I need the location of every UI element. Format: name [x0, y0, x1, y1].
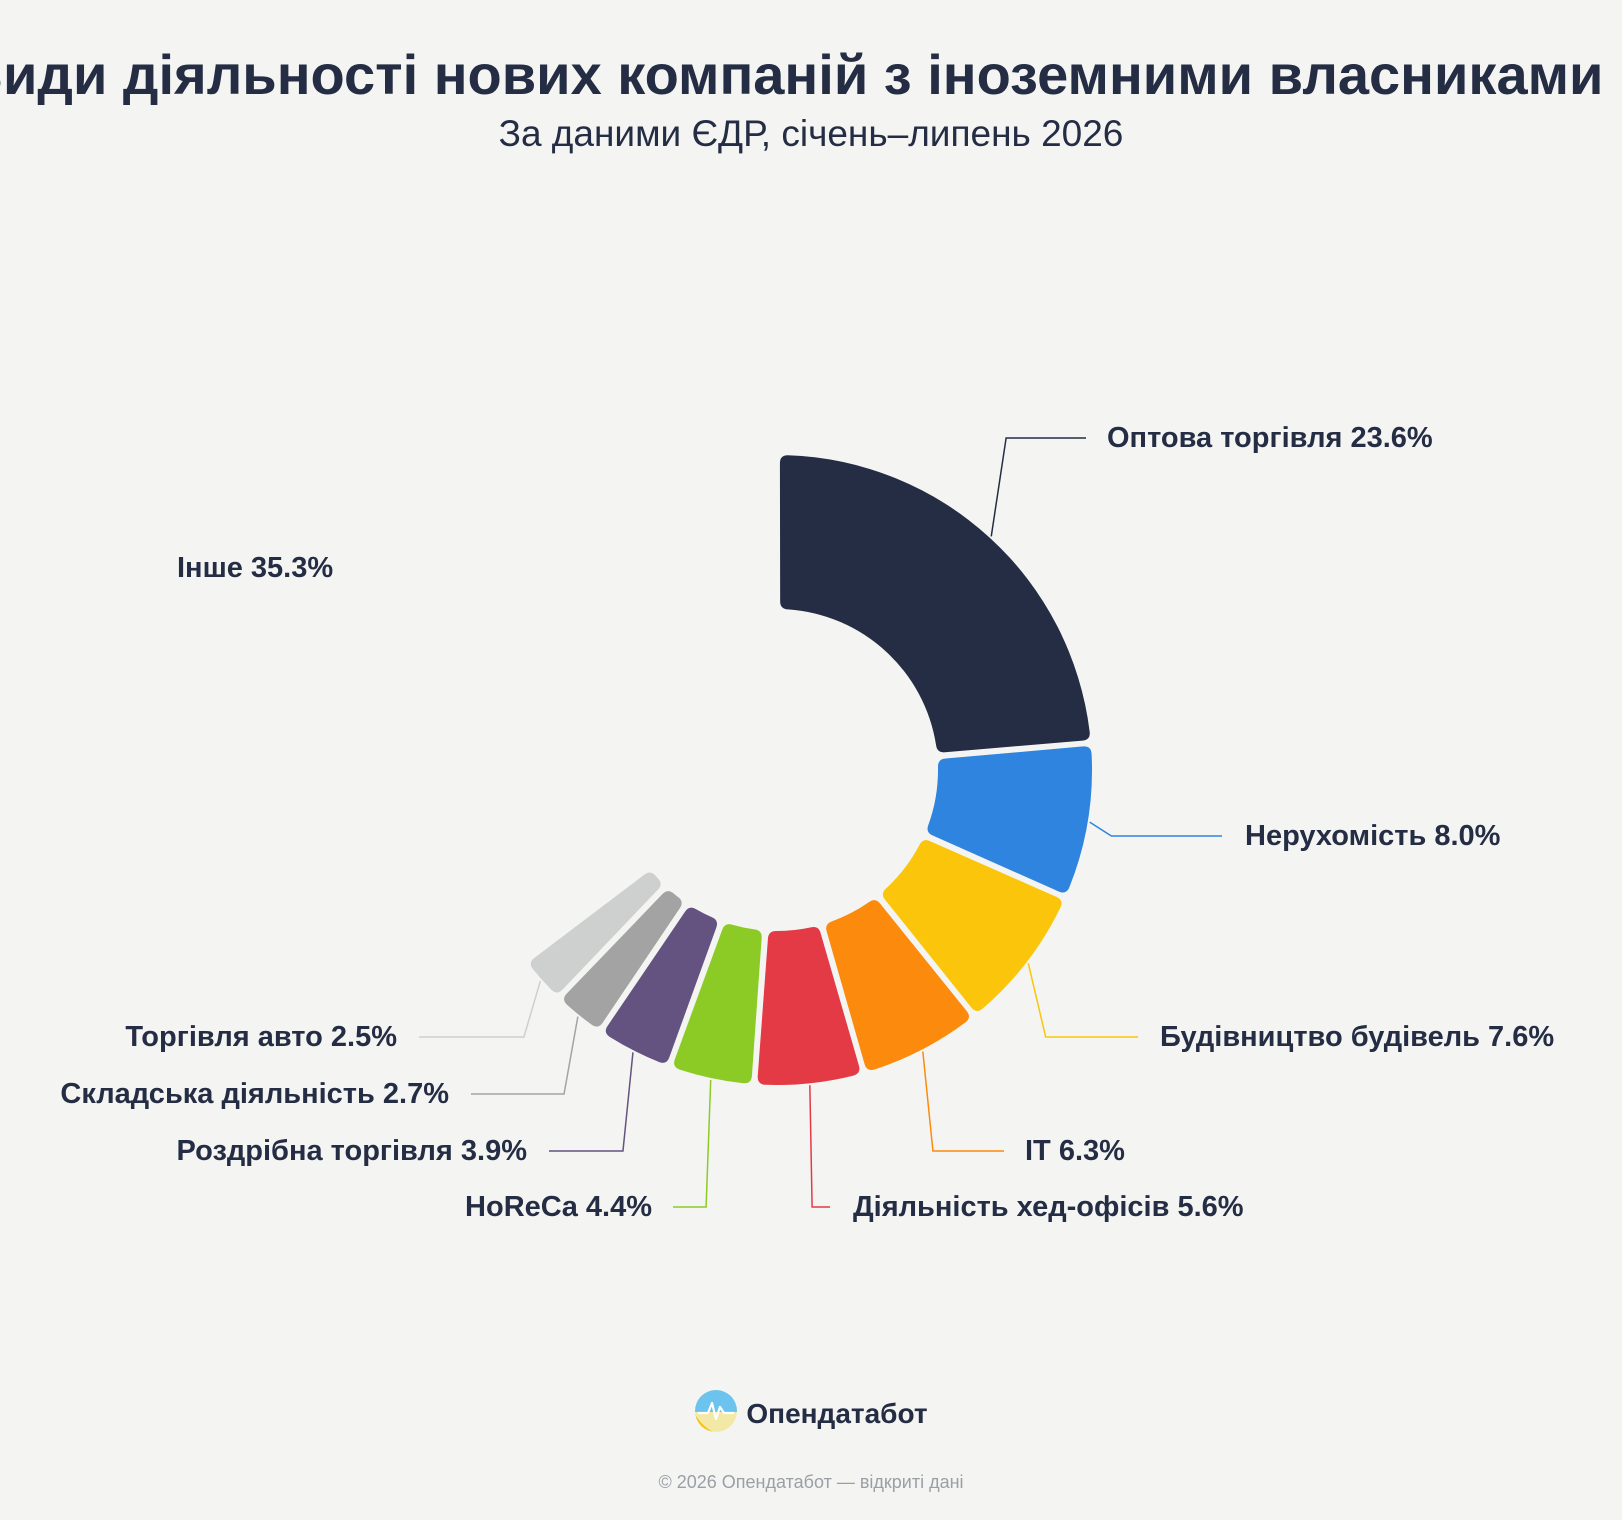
slice-1 [779, 455, 1090, 753]
brand: Опендатабот [0, 1389, 1622, 1438]
slice-8-leader-line [471, 1016, 579, 1095]
slice-7 [605, 907, 718, 1063]
slice-2-leader-line [1089, 821, 1222, 837]
slice-9 [530, 872, 661, 993]
slice-6 [674, 924, 762, 1084]
slice-7-label: Роздрібна торгівля 3.9% [177, 1135, 528, 1167]
slice-4-label: IT 6.3% [1025, 1135, 1125, 1167]
slice-6-label: HoReCa 4.4% [465, 1191, 652, 1223]
slice-5-leader-line [809, 1085, 830, 1208]
slice-10-label: Інше 35.3% [177, 552, 333, 584]
chart-subtitle: За даними ЄДР, січень–липень 2026 [498, 113, 1124, 154]
slice-1-leader-line [990, 437, 1086, 537]
slice-5-label: Діяльність хед-офісів 5.6% [853, 1191, 1244, 1223]
footer-copyright: © 2026 Опендатабот — відкриті дані [658, 1472, 964, 1492]
slice-3-leader-line [1027, 963, 1138, 1038]
slice-1-label: Оптова торгівля 23.6% [1107, 422, 1433, 454]
opendatabot-logo-icon [694, 1389, 738, 1438]
slice-3 [882, 840, 1062, 1012]
slice-9-label: Торгівля авто 2.5% [125, 1021, 397, 1053]
slice-3-label: Будівництво будівель 7.6% [1160, 1021, 1554, 1053]
slice-5 [757, 927, 860, 1085]
slice-4-leader-line [922, 1051, 1004, 1152]
slice-2-label: Нерухомість 8.0% [1245, 820, 1501, 852]
brand-name: Опендатабот [746, 1397, 928, 1429]
slice-8 [564, 891, 682, 1027]
slice-7-leader-line [549, 1052, 634, 1152]
slice-6-leader-line [673, 1079, 712, 1208]
slice-4 [826, 900, 969, 1071]
slice-8-label: Складська діяльність 2.7% [60, 1078, 449, 1110]
donut-chart: Оптова торгівля 23.6% Нерухомість 8.0% Буд… [60, 422, 1554, 1223]
slice-9-leader-line [419, 980, 542, 1038]
slice-2 [927, 746, 1092, 893]
chart-title: Види діяльності нових компаній з іноземн… [0, 43, 1604, 106]
